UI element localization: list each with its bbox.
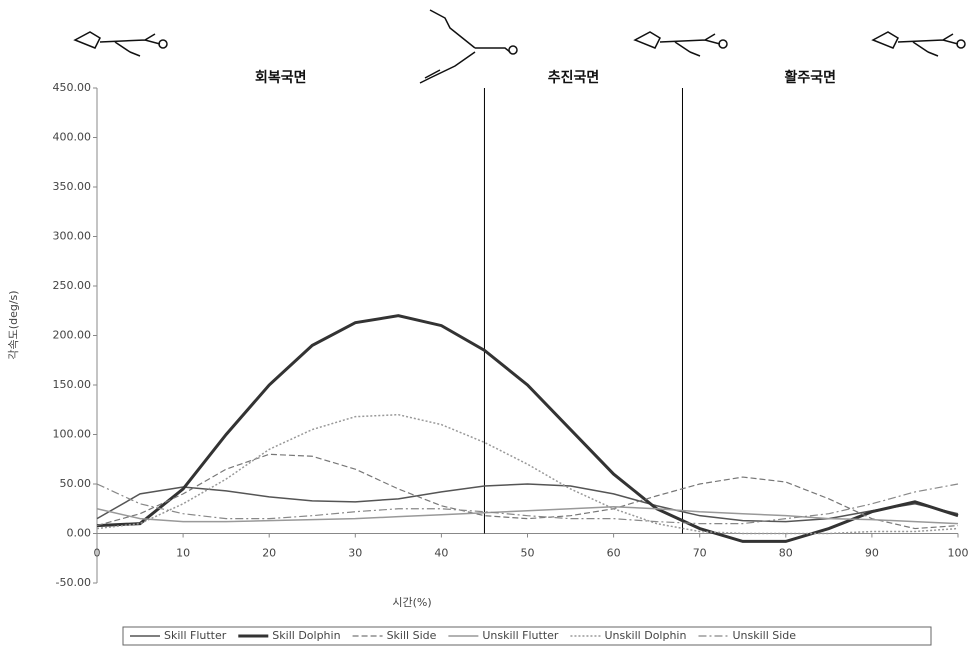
- y-axis-label: 각속도(deg/s): [7, 290, 20, 359]
- x-tick-label: 90: [865, 547, 879, 560]
- phase-label: 활주국면: [784, 69, 836, 86]
- y-tick-label: 450.00: [53, 81, 92, 94]
- x-tick-label: 50: [521, 547, 535, 560]
- y-tick-label: -50.00: [56, 576, 91, 589]
- series-line: [97, 316, 958, 542]
- legend-label: Skill Side: [387, 629, 437, 642]
- legend-label: Unskill Side: [732, 629, 796, 642]
- y-tick-label: 400.00: [53, 131, 92, 144]
- legend-label: Unskill Dolphin: [604, 629, 686, 642]
- swimmer-icon: [873, 32, 965, 56]
- y-tick-label: 350.00: [53, 180, 92, 193]
- chart: 시간(%) 각속도(deg/s) -50.00 0.00 50.00 100.00 15…: [0, 0, 971, 652]
- x-tick-label: 20: [262, 547, 276, 560]
- x-tick-label: 0: [94, 547, 101, 560]
- legend-label: Skill Flutter: [164, 629, 227, 642]
- legend-label: Skill Dolphin: [272, 629, 340, 642]
- swimmer-icon: [420, 10, 517, 83]
- y-tick-label: 100.00: [53, 428, 92, 441]
- x-tick-label: 60: [607, 547, 621, 560]
- y-tick-label: 200.00: [53, 329, 92, 342]
- y-tick-label: 0.00: [67, 527, 92, 540]
- swimmer-icon: [75, 32, 167, 56]
- phase-label: 회복국면: [255, 69, 307, 86]
- x-tick-label: 10: [176, 547, 190, 560]
- y-tick-label: 50.00: [60, 477, 92, 490]
- phase-label: 추진국면: [548, 69, 600, 86]
- y-tick-label: 300.00: [53, 230, 92, 243]
- y-tick-label: 250.00: [53, 279, 92, 292]
- x-tick-label: 100: [948, 547, 969, 560]
- x-tick-label: 30: [348, 547, 362, 560]
- x-axis-label: 시간(%): [392, 596, 431, 609]
- series-line: [97, 484, 958, 524]
- swimmer-icon: [635, 32, 727, 56]
- x-tick-label: 40: [434, 547, 448, 560]
- y-tick-label: 150.00: [53, 378, 92, 391]
- x-tick-label: 80: [779, 547, 793, 560]
- legend-label: Unskill Flutter: [482, 629, 559, 642]
- x-tick-label: 70: [693, 547, 707, 560]
